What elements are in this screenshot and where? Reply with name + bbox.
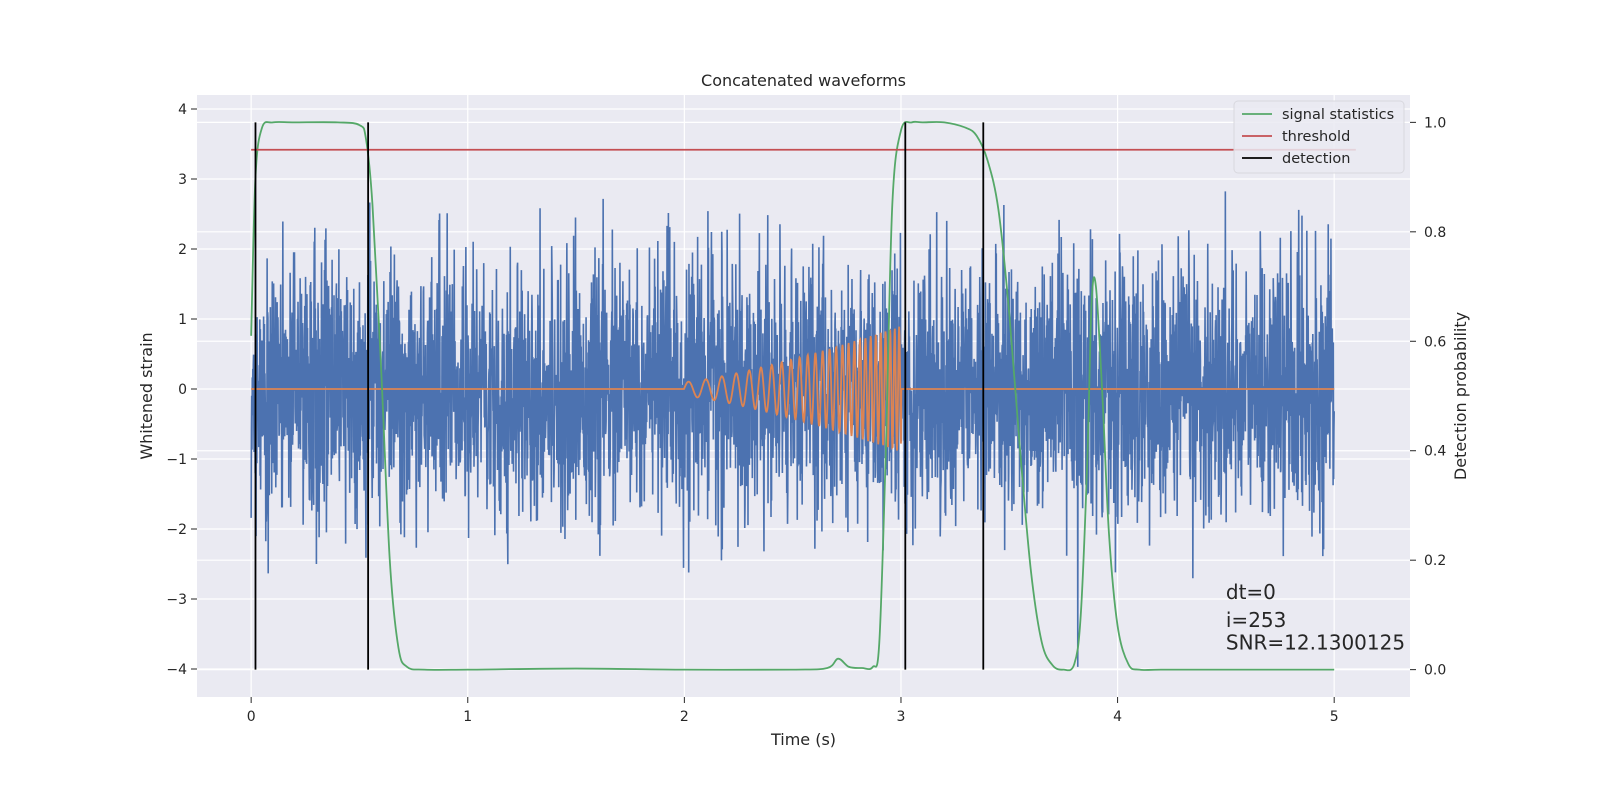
y-tick-label: −1 bbox=[166, 452, 187, 468]
x-tick-label: 5 bbox=[1330, 709, 1339, 725]
series-line-injected-signal bbox=[251, 326, 1335, 451]
legend-entry-label: threshold bbox=[1282, 129, 1350, 145]
y-axis-label: Whitened strain bbox=[137, 332, 156, 459]
x-tick-label: 3 bbox=[897, 709, 906, 725]
y-tick-label: −4 bbox=[166, 662, 187, 678]
ticks-layer: 0 1 2 3 4 5 −4 −3 −2 −1 0 1 2 3 4 0.0 0.2 0.4 0.6 0.8 1.0 bbox=[166, 102, 1446, 725]
y-tick-label: −3 bbox=[166, 592, 187, 608]
series-line-whitened-strain bbox=[250, 191, 1335, 667]
legend-entry-label: detection bbox=[1282, 151, 1350, 167]
series-layer bbox=[250, 120, 1356, 672]
y-tick-label: 4 bbox=[178, 102, 187, 118]
y-tick-label: 1 bbox=[178, 312, 187, 328]
y2-tick-label: 0.8 bbox=[1424, 225, 1446, 241]
chart-title: Concatenated waveforms bbox=[701, 71, 906, 90]
y-tick-label: 0 bbox=[178, 382, 187, 398]
x-axis-label: Time (s) bbox=[770, 730, 836, 749]
y-tick-label: 2 bbox=[178, 242, 187, 258]
y2-axis-label: Detection probability bbox=[1451, 312, 1470, 480]
y2-tick-label: 0.2 bbox=[1424, 553, 1446, 569]
legend: signal statistics threshold detection bbox=[1233, 100, 1405, 174]
series-line-signal-statistics bbox=[250, 120, 1335, 672]
y2-tick-label: 1.0 bbox=[1424, 115, 1446, 131]
y2-tick-label: 0.6 bbox=[1424, 334, 1446, 350]
legend-entry-label: signal statistics bbox=[1282, 107, 1394, 123]
annotation-text: SNR=12.1300125 bbox=[1226, 630, 1405, 654]
x-tick-label: 0 bbox=[247, 709, 256, 725]
legend-box bbox=[1233, 100, 1405, 174]
y2-tick-label: 0.4 bbox=[1424, 444, 1446, 460]
y-tick-label: −2 bbox=[166, 522, 187, 538]
annotation-text: i=253 bbox=[1226, 608, 1287, 632]
y-tick-label: 3 bbox=[178, 172, 187, 188]
x-tick-label: 4 bbox=[1113, 709, 1122, 725]
annotation-text: dt=0 bbox=[1226, 580, 1276, 604]
x-tick-label: 1 bbox=[463, 709, 472, 725]
y2-tick-label: 0.0 bbox=[1424, 663, 1446, 679]
x-tick-label: 2 bbox=[680, 709, 689, 725]
